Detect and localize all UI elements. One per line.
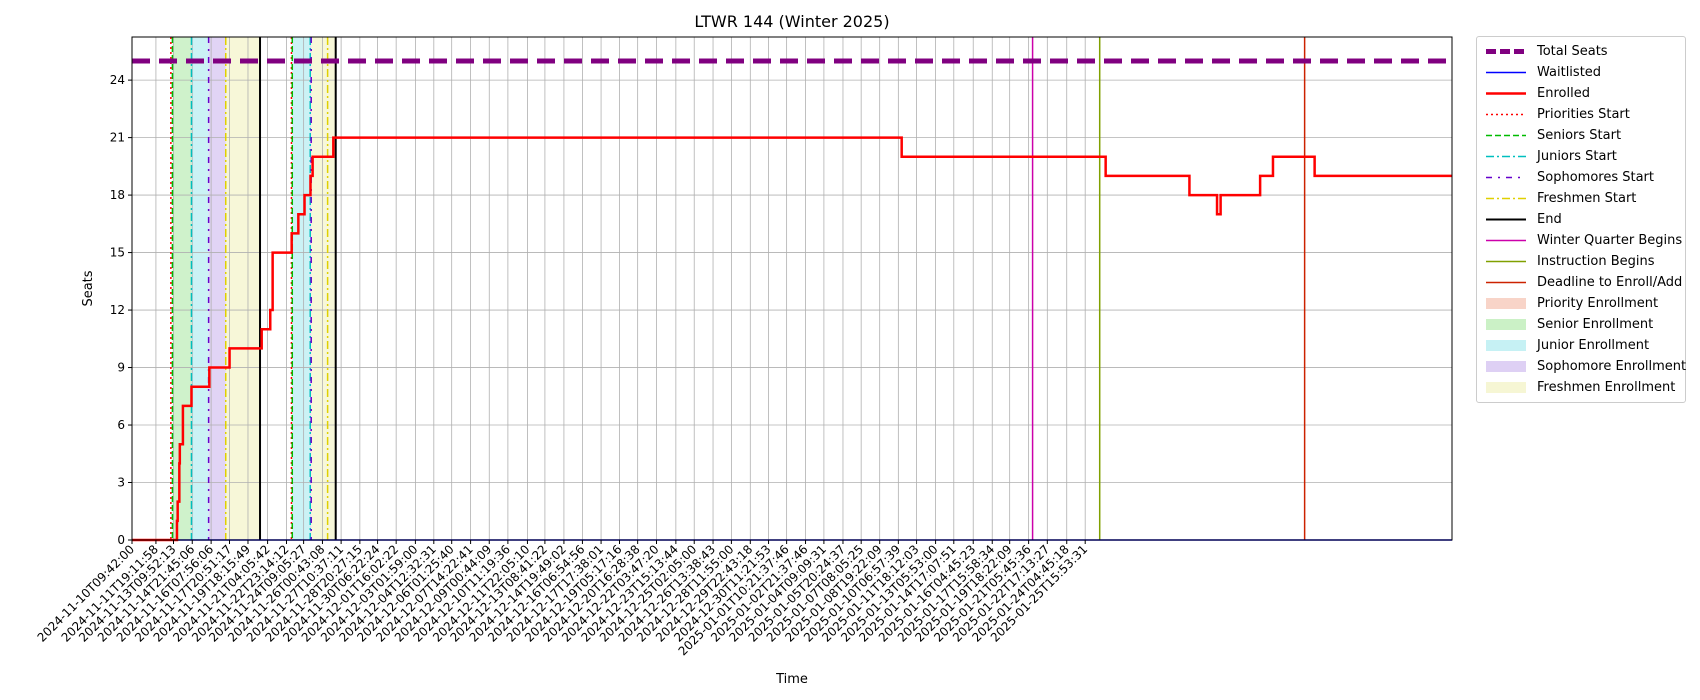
span-freshmen-enrollment <box>225 37 261 540</box>
legend-item: Seniors Start <box>1477 125 1685 146</box>
legend-label: Juniors Start <box>1537 149 1617 164</box>
legend-swatch <box>1486 134 1526 137</box>
legend-swatch <box>1486 218 1526 221</box>
legend-patch <box>1486 298 1526 309</box>
x-axis-label: Time <box>775 672 808 687</box>
legend-label: Freshmen Enrollment <box>1537 380 1676 395</box>
y-axis-label: Seats <box>81 270 96 306</box>
legend-swatch <box>1486 260 1526 263</box>
span-junior-enrollment <box>292 37 311 540</box>
legend-patch <box>1486 319 1526 330</box>
legend-label: Enrolled <box>1537 86 1590 101</box>
legend-item: Priority Enrollment <box>1477 293 1685 314</box>
enrollment-spans <box>172 37 336 540</box>
legend-label: Junior Enrollment <box>1537 338 1650 353</box>
legend-patch <box>1486 340 1526 351</box>
legend-label: Freshmen Start <box>1537 191 1637 206</box>
legend-item: Priorities Start <box>1477 104 1685 125</box>
legend-item: End <box>1477 209 1685 230</box>
legend-swatch <box>1486 382 1526 393</box>
legend-item: Instruction Begins <box>1477 251 1685 272</box>
legend-item: Waitlisted <box>1477 62 1685 83</box>
span-sophomore-enrollment <box>208 37 226 540</box>
legend-item: Senior Enrollment <box>1477 314 1685 335</box>
legend-label: Seniors Start <box>1537 128 1622 143</box>
y-tick-label: 9 <box>117 361 125 375</box>
legend-item: Deadline to Enroll/Add <box>1477 272 1685 293</box>
legend-label: Waitlisted <box>1537 65 1602 80</box>
legend-item: Freshmen Enrollment <box>1477 377 1685 398</box>
y-tick-label: 0 <box>117 533 125 547</box>
plot-frame <box>131 36 1453 541</box>
legend-item: Total Seats <box>1477 41 1685 62</box>
y-tick-label: 24 <box>110 73 125 87</box>
legend-swatch <box>1486 92 1526 95</box>
event-lines <box>170 37 1306 540</box>
legend-item: Freshmen Start <box>1477 188 1685 209</box>
legend-item: Sophomores Start <box>1477 167 1685 188</box>
legend-swatch <box>1486 281 1526 284</box>
legend-label: Total Seats <box>1537 44 1608 59</box>
legend: Total Seats Waitlisted Enrolled Priorities … <box>1476 36 1686 403</box>
legend-item: Enrolled <box>1477 83 1685 104</box>
series-enrolled <box>132 136 1452 542</box>
legend-swatch <box>1486 298 1526 309</box>
legend-swatch <box>1486 340 1526 351</box>
legend-label: End <box>1537 212 1562 227</box>
legend-swatch <box>1486 319 1526 330</box>
legend-swatch <box>1486 239 1526 242</box>
legend-patch <box>1486 382 1526 393</box>
legend-label: Sophomore Enrollment <box>1537 359 1687 374</box>
legend-item: Winter Quarter Begins <box>1477 230 1685 251</box>
legend-label: Sophomores Start <box>1537 170 1654 185</box>
legend-item: Juniors Start <box>1477 146 1685 167</box>
chart-title: LTWR 144 (Winter 2025) <box>694 12 890 31</box>
legend-label: Deadline to Enroll/Add <box>1537 275 1683 290</box>
span-freshmen-enrollment <box>311 37 336 540</box>
legend-swatch <box>1486 49 1526 54</box>
legend-patch <box>1486 361 1526 372</box>
legend-label: Senior Enrollment <box>1537 317 1654 332</box>
y-tick-label: 21 <box>110 131 125 145</box>
legend-swatch <box>1486 113 1526 116</box>
legend-swatch <box>1486 155 1526 158</box>
legend-label: Instruction Begins <box>1537 254 1655 269</box>
span-senior-enrollment <box>172 37 192 540</box>
legend-item: Junior Enrollment <box>1477 335 1685 356</box>
legend-label: Priorities Start <box>1537 107 1630 122</box>
legend-label: Priority Enrollment <box>1537 296 1659 311</box>
legend-item: Sophomore Enrollment <box>1477 356 1687 377</box>
y-axis-ticks: 0 3 6 9 12 15 18 21 24 <box>110 73 132 547</box>
span-junior-enrollment <box>191 37 209 540</box>
legend-swatch <box>1486 176 1526 179</box>
x-axis-ticks: 2024-11-10T09:42:002024-11-11T19:11:5820… <box>35 540 1090 658</box>
y-tick-label: 3 <box>117 476 125 490</box>
y-tick-label: 18 <box>110 188 125 202</box>
y-tick-label: 15 <box>110 246 125 260</box>
legend-swatch <box>1486 71 1526 74</box>
legend-swatch <box>1486 197 1526 200</box>
y-tick-label: 12 <box>110 303 125 317</box>
y-tick-label: 6 <box>117 418 125 432</box>
legend-label: Winter Quarter Begins <box>1537 233 1683 248</box>
legend-swatch <box>1486 361 1526 372</box>
